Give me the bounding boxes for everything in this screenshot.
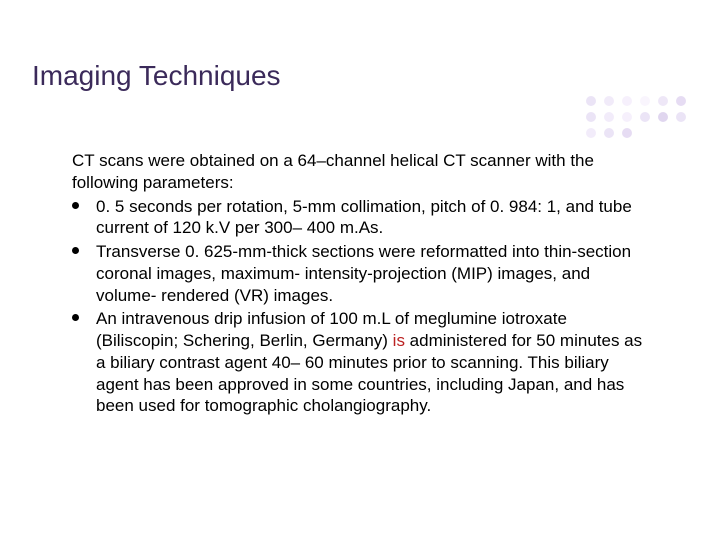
list-item-text-highlight: is: [393, 331, 405, 350]
list-item: Transverse 0. 625-mm-thick sections were…: [72, 241, 652, 306]
dot-icon: [622, 128, 632, 138]
dot-icon: [676, 112, 686, 122]
intro-paragraph: CT scans were obtained on a 64–channel h…: [72, 150, 652, 194]
dot-icon: [658, 112, 668, 122]
decorative-dots: [586, 96, 696, 138]
dot-icon: [622, 96, 632, 106]
body-text: CT scans were obtained on a 64–channel h…: [72, 150, 652, 417]
list-item: 0. 5 seconds per rotation, 5-mm collimat…: [72, 196, 652, 240]
dot-icon: [622, 112, 632, 122]
dot-icon: [586, 96, 596, 106]
dot-icon: [604, 112, 614, 122]
dot-icon: [586, 128, 596, 138]
slide-title: Imaging Techniques: [32, 60, 281, 92]
bullet-icon: [72, 202, 79, 209]
list-item-text: Transverse 0. 625-mm-thick sections were…: [96, 242, 631, 305]
dot-icon: [604, 128, 614, 138]
list-item-text: 0. 5 seconds per rotation, 5-mm collimat…: [96, 197, 632, 238]
bullet-icon: [72, 247, 79, 254]
dot-icon: [640, 112, 650, 122]
dot-icon: [640, 96, 650, 106]
list-item: An intravenous drip infusion of 100 m.L …: [72, 308, 652, 417]
slide: Imaging Techniques CT scans were obtaine…: [0, 0, 720, 540]
dot-icon: [676, 96, 686, 106]
dot-icon: [586, 112, 596, 122]
dot-icon: [604, 96, 614, 106]
dot-icon: [658, 96, 668, 106]
bullet-icon: [72, 314, 79, 321]
